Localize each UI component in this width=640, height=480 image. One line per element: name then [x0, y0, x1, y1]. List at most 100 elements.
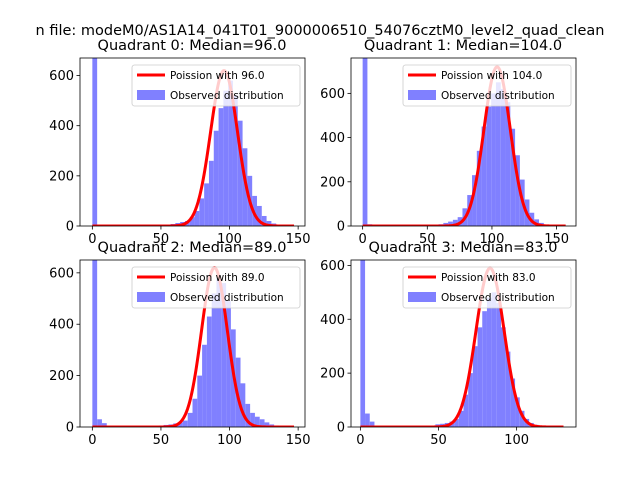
- histogram-bar: [468, 373, 473, 427]
- histogram-bar: [365, 413, 370, 427]
- legend-line-label: Poission with 83.0: [441, 272, 536, 284]
- histogram-bar: [213, 130, 219, 226]
- x-tick-label: 150: [286, 232, 311, 247]
- histogram-bar: [254, 416, 260, 427]
- histogram-bar: [458, 410, 464, 427]
- histogram-bar: [226, 301, 231, 427]
- histogram-bar: [245, 403, 251, 427]
- y-tick-label: 600: [49, 69, 74, 84]
- y-tick-label: 400: [320, 131, 345, 146]
- histogram-bar: [194, 210, 200, 226]
- poisson-curve: [361, 65, 567, 226]
- legend-hist-label: Observed distribution: [441, 90, 555, 102]
- y-tick-label: 600: [320, 87, 345, 102]
- legend-hist-label: Observed distribution: [170, 90, 284, 102]
- histogram-bar: [448, 221, 453, 226]
- legend: Poission with 89.0 Observed distribution: [131, 266, 301, 309]
- legend-box: [402, 64, 572, 107]
- histogram-bar: [515, 155, 520, 226]
- histogram-bar: [481, 126, 487, 226]
- histogram-bar: [486, 297, 492, 427]
- legend: Poission with 83.0 Observed distribution: [402, 266, 572, 309]
- histogram-bar: [182, 420, 188, 427]
- legend: Poission with 104.0 Observed distribution: [402, 64, 572, 107]
- legend-box: [131, 266, 301, 309]
- legend: Poission with 96.0 Observed distribution: [131, 64, 301, 107]
- y-tick-label: 0: [337, 220, 345, 235]
- histogram-bar: [189, 217, 195, 226]
- figure-suptitle: n file: modeM0/AS1A14_041T01_9000006510_…: [36, 23, 605, 39]
- histogram-bar: [92, 260, 98, 427]
- histogram-bar: [510, 128, 516, 226]
- histogram-bar: [223, 90, 229, 226]
- histogram-bar: [463, 394, 469, 427]
- histogram-bar: [202, 344, 207, 427]
- histogram-bar: [491, 93, 496, 226]
- x-tick-label: 0: [88, 232, 96, 247]
- histogram-bar: [204, 183, 209, 226]
- x-tick-label: 100: [480, 232, 505, 247]
- subplot-quadrant-1: 0 50 100 150 0 200 400 600 Quadrant 1: Median=10…: [320, 38, 577, 247]
- histogram-bar: [500, 88, 506, 226]
- histogram-bar: [261, 215, 267, 226]
- legend-hist-swatch: [408, 292, 436, 302]
- histogram-bar: [259, 419, 265, 427]
- x-tick-label: 100: [217, 433, 242, 448]
- histogram-bar: [491, 292, 497, 427]
- histogram-bar: [216, 277, 222, 427]
- histogram-bar: [496, 303, 501, 427]
- histogram-bar: [519, 410, 525, 427]
- y-tick-label: 0: [66, 421, 74, 436]
- histogram-bar: [250, 412, 255, 427]
- poisson-curve: [91, 69, 295, 226]
- subplot-title: Quadrant 3: Median=83.0: [369, 240, 558, 256]
- y-tick-label: 200: [320, 175, 345, 190]
- histogram-bar: [482, 311, 487, 427]
- histogram-bar: [476, 150, 482, 226]
- histogram-bar: [187, 412, 193, 427]
- histogram-bar: [472, 175, 477, 226]
- legend-hist-swatch: [408, 90, 436, 100]
- histogram-bar: [197, 375, 203, 427]
- histogram-bar: [192, 398, 198, 427]
- axes-frame: [79, 259, 306, 428]
- histogram-bar: [264, 422, 270, 427]
- axes-frame: [350, 57, 577, 227]
- histogram-bar: [477, 327, 483, 427]
- x-tick-label: 0: [88, 433, 96, 448]
- legend-hist-swatch: [137, 90, 165, 100]
- histogram-bar: [232, 95, 238, 226]
- histogram-bar: [452, 219, 458, 226]
- x-tick-label: 50: [430, 433, 447, 448]
- legend-box: [402, 266, 572, 309]
- histogram-bar: [369, 421, 375, 427]
- subplot-title: Quadrant 2: Median=89.0: [98, 240, 287, 256]
- x-tick-label: 0: [356, 433, 364, 448]
- subplot-quadrant-0: 0 50 100 150 0 200 400 600 Quadrant 0: Median=96…: [49, 38, 310, 247]
- legend-hist-swatch: [137, 292, 165, 302]
- histogram-bar: [266, 220, 272, 226]
- axes-frame: [79, 57, 306, 227]
- y-tick-label: 200: [320, 367, 345, 382]
- histogram-bar: [256, 205, 262, 226]
- y-tick-label: 400: [320, 313, 345, 328]
- histogram-bar: [97, 419, 102, 427]
- histogram-bar: [206, 316, 212, 427]
- y-tick-label: 200: [49, 169, 74, 184]
- x-tick-label: 50: [153, 232, 170, 247]
- y-tick-label: 200: [49, 369, 74, 384]
- histogram-bar: [501, 327, 506, 427]
- x-tick-label: 50: [153, 433, 170, 448]
- histogram-bar: [199, 198, 205, 226]
- x-tick-label: 150: [286, 433, 311, 448]
- histogram-bar: [515, 397, 520, 427]
- y-tick-label: 400: [49, 119, 74, 134]
- subplot-quadrant-2: 0 50 100 150 0 200 400 600 Quadrant 2: Median=89…: [49, 240, 310, 448]
- y-tick-label: 600: [49, 266, 74, 281]
- y-tick-label: 400: [49, 318, 74, 333]
- histogram-bar: [505, 102, 511, 226]
- histogram-bar: [101, 423, 107, 427]
- histogram-bar: [218, 108, 224, 226]
- x-tick-label: 50: [419, 232, 436, 247]
- subplot-quadrant-3: 0 50 100 0 200 400 600 Quadrant 3: Median=83.0 P…: [320, 240, 577, 448]
